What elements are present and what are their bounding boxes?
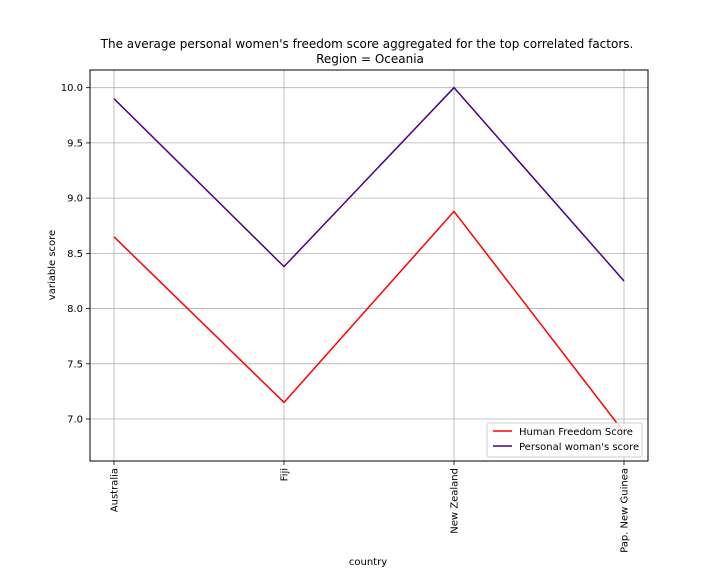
y-tick-label: 7.5 (67, 359, 83, 370)
x-tick-label: New Zealand (450, 468, 461, 534)
x-tick-label: Australia (110, 468, 121, 512)
y-tick-label: 9.0 (67, 194, 83, 205)
legend-label-human-freedom: Human Freedom Score (519, 427, 633, 438)
y-tick-label: 8.5 (67, 249, 83, 260)
plot-area (89, 69, 649, 462)
x-axis: Australia Fiji New Zealand Pap. New Guinea (110, 461, 631, 553)
legend-label-personal-woman: Personal woman's score (519, 442, 639, 453)
chart-subtitle: Region = Oceania (316, 52, 424, 66)
y-tick-label: 8.0 (67, 304, 83, 315)
y-tick-label: 7.0 (67, 415, 83, 426)
series-line (113, 86, 625, 282)
y-axis-label: variable score (47, 230, 58, 300)
series-lines (113, 86, 625, 433)
legend-box (486, 422, 643, 458)
grid (90, 70, 648, 461)
x-axis-label: country (349, 557, 387, 568)
y-axis: 7.0 7.5 8.0 8.5 9.0 9.5 10.0 (61, 83, 90, 426)
y-tick-label: 10.0 (61, 83, 83, 94)
legend: Human Freedom Score Personal woman's sco… (486, 422, 643, 458)
y-tick-label: 9.5 (67, 138, 83, 149)
x-tick-label: Fiji (280, 468, 291, 481)
x-tick-label: Pap. New Guinea (620, 468, 631, 553)
chart-title: The average personal women's freedom sco… (100, 37, 634, 51)
series-line (113, 210, 625, 433)
